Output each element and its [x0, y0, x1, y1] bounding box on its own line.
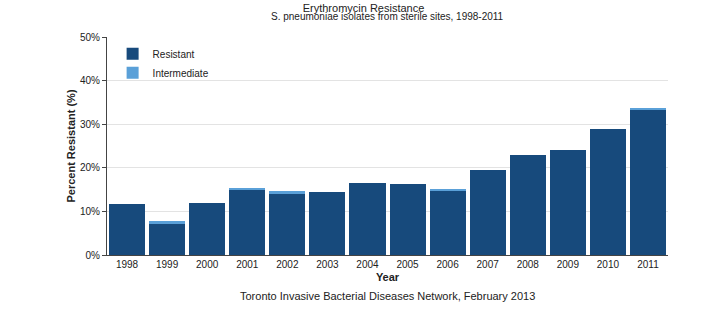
svg-text:Percent Resistant (%): Percent Resistant (%) — [65, 89, 77, 202]
svg-text:40%: 40% — [80, 75, 100, 86]
svg-text:10%: 10% — [80, 206, 100, 217]
svg-text:2000: 2000 — [196, 259, 219, 270]
svg-text:2010: 2010 — [597, 259, 620, 270]
svg-text:2003: 2003 — [316, 259, 339, 270]
svg-text:50%: 50% — [80, 32, 100, 43]
svg-text:2007: 2007 — [477, 259, 500, 270]
svg-text:30%: 30% — [80, 119, 100, 130]
svg-text:2006: 2006 — [436, 259, 459, 270]
svg-text:2001: 2001 — [236, 259, 259, 270]
svg-text:20%: 20% — [80, 162, 100, 173]
svg-text:2008: 2008 — [517, 259, 540, 270]
svg-text:Toronto Invasive Bacterial Dis: Toronto Invasive Bacterial Diseases Netw… — [240, 290, 535, 302]
svg-text:2004: 2004 — [356, 259, 379, 270]
svg-text:Resistant: Resistant — [153, 49, 195, 60]
svg-text:2005: 2005 — [396, 259, 419, 270]
svg-text:Year: Year — [376, 271, 400, 283]
svg-text:S. pneumoniae isolates from st: S. pneumoniae isolates from sterile site… — [271, 11, 504, 22]
svg-text:1999: 1999 — [156, 259, 179, 270]
svg-text:2009: 2009 — [557, 259, 580, 270]
svg-text:2002: 2002 — [276, 259, 299, 270]
svg-text:0%: 0% — [86, 250, 101, 261]
svg-text:1998: 1998 — [116, 259, 139, 270]
svg-text:Erythromycin Resistance: Erythromycin Resistance — [303, 2, 425, 14]
svg-text:2011: 2011 — [637, 259, 659, 270]
svg-text:Intermediate: Intermediate — [153, 68, 209, 79]
